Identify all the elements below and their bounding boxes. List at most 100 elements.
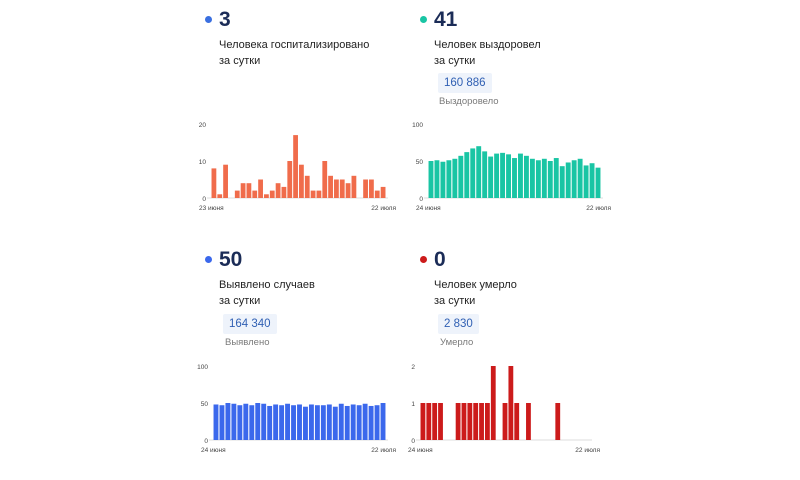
bar [293,135,298,198]
bar [328,175,333,198]
bar [428,161,434,198]
caption-line-2: за сутки [219,55,261,67]
y-tick-label: 2 [411,364,415,371]
bar [225,403,231,440]
x-tick-label-end: 22 июля [371,447,396,454]
bar [518,153,523,198]
bar [279,405,285,440]
bar [589,163,595,198]
bar [464,152,470,198]
bar [217,194,223,198]
bar [571,160,577,198]
x-tick-label-start: 24 июня [201,447,226,454]
bar [339,179,345,198]
caption-line-2: за сутки [434,55,476,67]
bar [553,158,559,198]
bar [434,160,440,198]
total-badge: 164 340 [223,314,277,334]
y-tick-label: 0 [202,196,206,203]
bar [275,183,281,198]
bar [523,155,529,198]
stat-value: 41 [434,8,458,31]
stat-panel-deaths: 0 Человек умерло за сутки 2 830 Умерло [420,245,620,455]
bar [243,403,249,440]
bar [369,179,374,198]
bar [234,190,240,198]
y-tick-label: 0 [411,438,415,445]
stat-panel-recovered: 41 Человек выздоровел за сутки 160 886 В… [420,5,620,215]
stat-caption: Человек выздоровел за сутки [434,37,614,69]
bar [297,404,302,440]
bar [356,405,362,440]
bar [304,175,310,198]
total-badge: 160 886 [438,73,492,93]
bar [281,186,287,198]
bar [246,183,252,198]
total-badge: 2 830 [438,314,479,334]
total-label: Выздоровело [439,96,499,107]
stat-caption: Человека госпитализировано за сутки [219,37,399,69]
bar [514,403,520,440]
bar [420,403,426,440]
bar [237,405,243,440]
y-tick-label: 50 [201,401,209,408]
bar [316,190,322,198]
bar [344,405,350,440]
bar [432,403,438,440]
bar [455,403,461,440]
bar [267,405,273,440]
bar [261,403,267,440]
bullet-dot-icon [420,256,427,263]
bar [332,406,338,440]
bar [269,190,275,198]
caption-line-2: за сутки [219,295,261,307]
bar [211,168,217,198]
bar [299,164,304,198]
caption-line-2: за сутки [434,295,476,307]
bar [338,403,344,440]
y-tick-label: 0 [419,196,423,203]
bar [303,406,308,440]
bar [264,194,269,198]
bar [287,161,293,198]
bullet-dot-icon [205,256,212,263]
stat-value: 3 [219,8,231,31]
bar [482,151,488,198]
bar [595,167,601,198]
caption-line-1: Человек выздоровел [434,39,541,51]
bar [461,403,467,440]
bar [249,405,255,440]
bar [508,366,514,440]
stat-caption: Выявлено случаев за сутки [219,277,399,309]
bar [334,179,339,198]
bar [368,405,374,440]
bar [506,154,511,198]
stat-value: 50 [219,248,243,271]
bar [223,164,228,198]
y-tick-label: 20 [199,122,207,129]
bar [467,403,473,440]
y-tick-label: 10 [199,159,207,166]
y-tick-label: 50 [416,159,424,166]
total-label: Умерло [440,337,474,348]
bar [231,403,237,440]
bullet-dot-icon [205,16,212,23]
stat-caption: Человек умерло за сутки [434,277,614,309]
bar [479,403,484,440]
bar [362,403,368,440]
bar [577,158,583,198]
bar [291,405,296,440]
stat-panel-hospitalized: 3 Человека госпитализировано за сутки [205,5,405,215]
bar [452,158,458,198]
bar [526,403,531,440]
stat-value: 0 [434,248,446,271]
bar [485,403,490,440]
bar [380,186,386,198]
bar [440,161,446,198]
bar [583,165,589,198]
bar [476,146,482,198]
bar [559,166,565,198]
stat-panel-cases: 50 Выявлено случаев за сутки 164 340 Выя… [205,245,405,455]
y-tick-label: 100 [197,364,208,371]
